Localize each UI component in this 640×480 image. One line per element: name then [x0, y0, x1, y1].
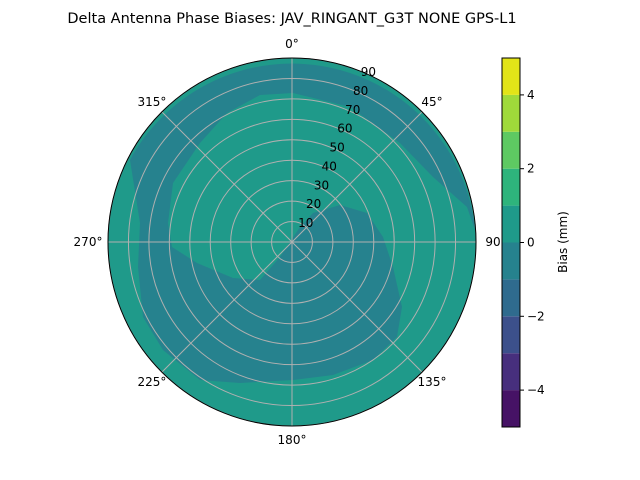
angular-tick-label: 225° [138, 375, 167, 389]
radial-tick-label: 60 [337, 122, 352, 136]
colorbar-band [502, 131, 520, 169]
polar-frame [107, 57, 477, 427]
colorbar-band [502, 353, 520, 391]
angular-gridline [291, 241, 423, 373]
angular-tick-label: 315° [138, 95, 167, 109]
colorbar-tick-label: −2 [527, 309, 545, 323]
angular-gridline [161, 241, 293, 373]
colorbar-band [502, 94, 520, 132]
radial-tick-label: 70 [345, 103, 360, 117]
angular-tick-label: 270° [74, 235, 103, 249]
colorbar-band [502, 242, 520, 280]
radial-tick-label: 30 [314, 178, 329, 192]
angular-tick-label: 45° [421, 95, 442, 109]
radial-tick-label: 90 [361, 65, 376, 79]
angular-gridline [291, 111, 423, 243]
angular-gridline [161, 111, 293, 243]
angular-tick-label: 180° [278, 433, 307, 447]
colorbar-tick-label: −4 [527, 383, 545, 397]
colorbar-tick-label: 2 [527, 162, 535, 176]
colorbar-band [502, 316, 520, 354]
colorbar-tick-label: 4 [527, 88, 535, 102]
colorbar-band [502, 58, 520, 95]
angular-tick-label: 135° [418, 375, 447, 389]
chart-title: Delta Antenna Phase Biases: JAV_RINGANT_… [67, 11, 516, 27]
radial-tick-label: 20 [306, 197, 321, 211]
radial-tick-label: 80 [353, 84, 368, 98]
colorbar-band [502, 168, 520, 206]
radial-tick-label: 40 [322, 159, 337, 173]
colorbar-band [502, 390, 520, 427]
contour-region-minus1-to-0 [130, 63, 475, 383]
radial-tick-label: 50 [329, 141, 344, 155]
colorbar-band [502, 279, 520, 317]
radial-tick-label: 10 [298, 216, 313, 230]
angular-tick-label: 0° [285, 37, 299, 51]
colorbar-band [502, 205, 520, 243]
colorbar-label: Bias (mm) [556, 211, 570, 273]
colorbar-tick-label: 0 [527, 236, 535, 250]
angular-tick-label: 90° [485, 235, 506, 249]
